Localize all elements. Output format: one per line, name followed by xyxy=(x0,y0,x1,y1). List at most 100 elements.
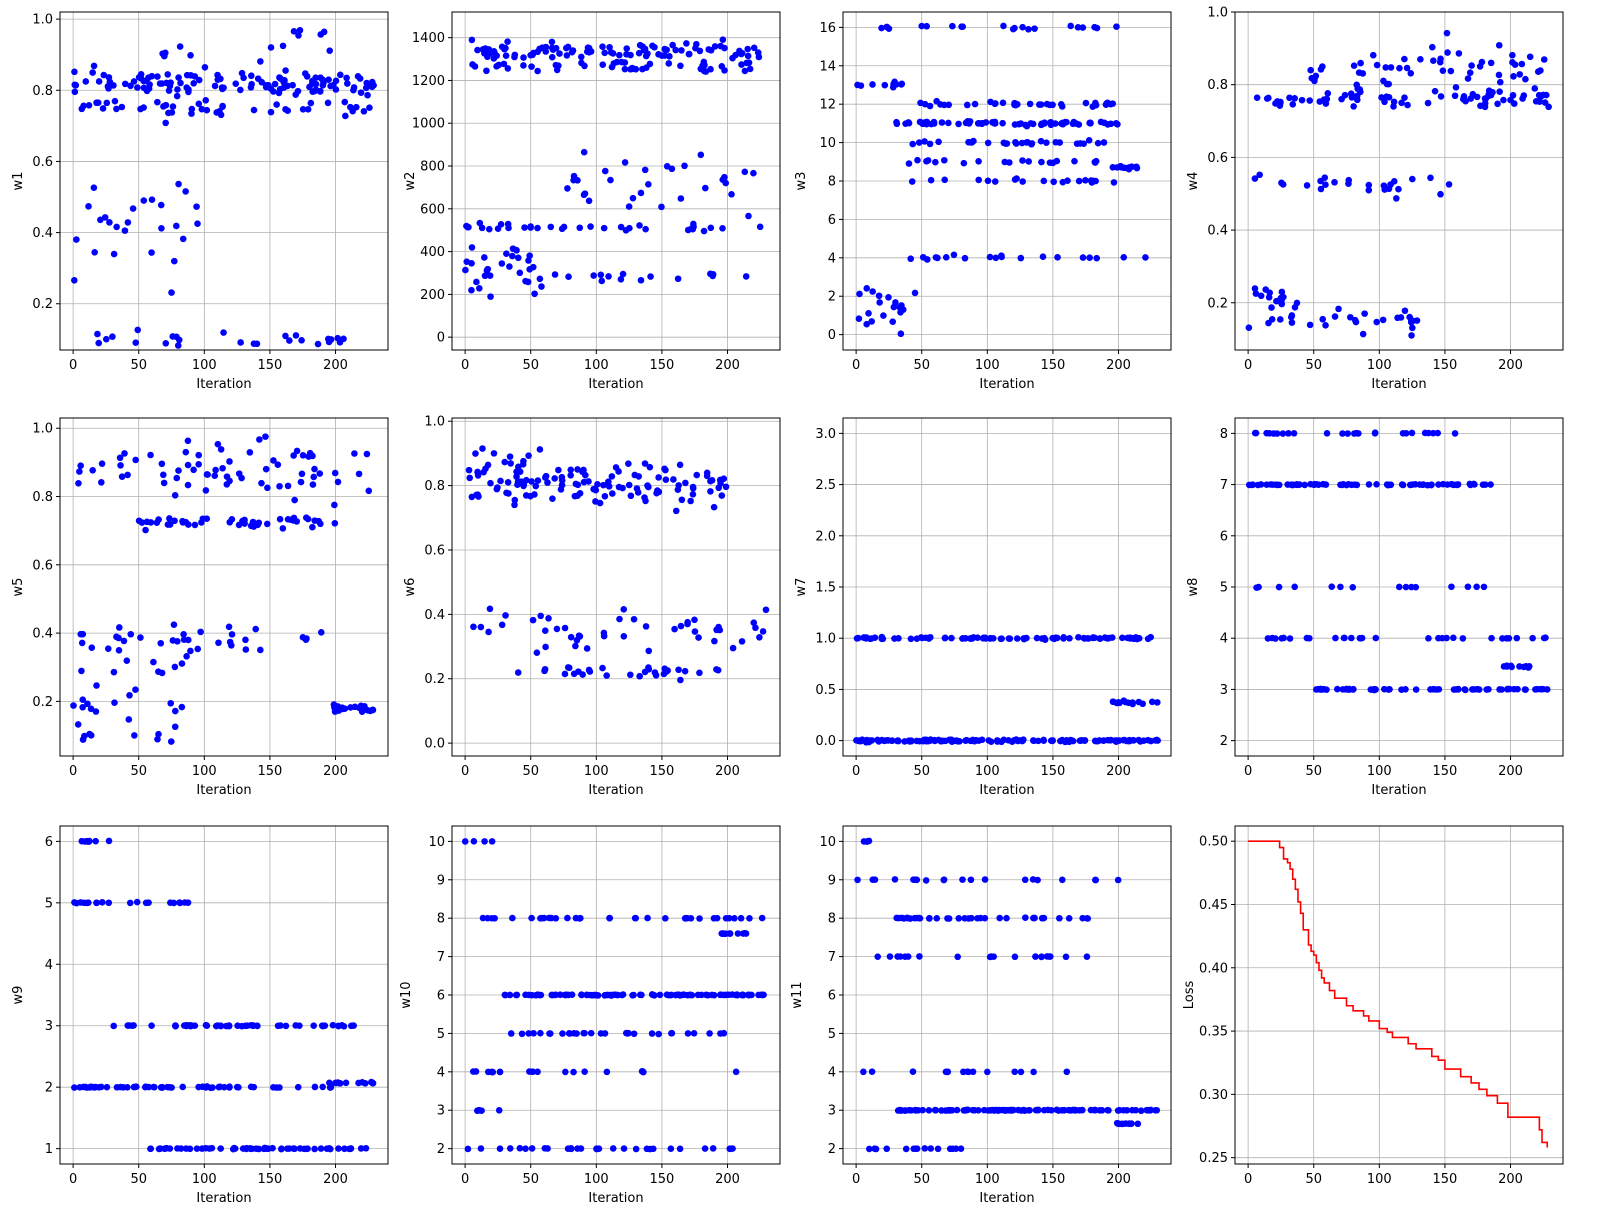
data-point xyxy=(483,67,490,75)
data-point xyxy=(511,51,519,59)
data-point xyxy=(282,332,289,340)
data-point xyxy=(493,62,500,70)
data-point xyxy=(528,478,535,485)
data-point xyxy=(897,953,904,960)
plot-data xyxy=(1245,29,1552,339)
data-point xyxy=(172,1022,179,1029)
data-point xyxy=(215,639,222,647)
data-point xyxy=(91,248,98,256)
data-point xyxy=(158,1083,166,1091)
data-point xyxy=(1133,163,1140,171)
data-point xyxy=(953,1106,961,1114)
data-point xyxy=(183,652,190,660)
data-point xyxy=(1437,190,1444,198)
data-point xyxy=(506,453,514,460)
data-point xyxy=(216,1083,223,1091)
data-point xyxy=(926,914,933,922)
data-point xyxy=(203,1022,211,1029)
data-point xyxy=(361,1080,369,1087)
y-tick-label: 1000 xyxy=(412,117,445,132)
data-point xyxy=(625,203,633,210)
data-point xyxy=(701,184,709,192)
data-point xyxy=(104,645,112,653)
data-point xyxy=(486,605,494,613)
x-tick-label: 200 xyxy=(715,764,740,779)
data-point xyxy=(623,45,631,52)
data-point xyxy=(309,481,317,488)
data-point xyxy=(978,120,986,128)
data-point xyxy=(674,275,682,283)
data-point xyxy=(1303,182,1311,189)
x-tick-label: 50 xyxy=(522,358,539,373)
data-point xyxy=(284,482,292,490)
data-point xyxy=(536,446,544,453)
data-point xyxy=(1132,1106,1140,1114)
data-point xyxy=(860,1068,867,1076)
data-point xyxy=(138,519,146,526)
data-point xyxy=(762,606,770,614)
data-point xyxy=(903,914,911,922)
data-point xyxy=(226,458,233,465)
data-point xyxy=(618,58,626,66)
data-point xyxy=(121,80,129,88)
data-point xyxy=(1248,481,1256,489)
data-point xyxy=(888,737,896,744)
data-point xyxy=(1266,289,1274,297)
data-point xyxy=(965,1068,972,1076)
data-point xyxy=(179,1083,187,1091)
data-point xyxy=(1537,685,1545,693)
data-point xyxy=(1349,584,1357,591)
y-tick-label: 2 xyxy=(45,1081,53,1096)
data-point xyxy=(1531,85,1539,92)
data-point xyxy=(219,464,226,472)
data-point xyxy=(1510,685,1518,693)
data-point xyxy=(1013,635,1021,642)
data-point xyxy=(731,915,738,922)
data-point xyxy=(737,914,745,922)
data-point xyxy=(938,119,946,126)
data-point xyxy=(1059,178,1067,186)
data-point xyxy=(562,991,569,999)
y-tick-label: 8 xyxy=(1220,427,1228,442)
data-point xyxy=(994,738,1001,745)
data-point xyxy=(739,930,747,937)
x-tick-label: 200 xyxy=(1498,358,1523,373)
data-point xyxy=(514,669,522,676)
data-point xyxy=(655,1030,662,1038)
data-point xyxy=(601,49,608,57)
data-point xyxy=(555,466,562,474)
data-point xyxy=(1139,700,1146,708)
data-point xyxy=(1032,953,1039,960)
data-point xyxy=(968,635,976,642)
y-tick-label: 0.25 xyxy=(1199,1151,1228,1166)
data-point xyxy=(1119,634,1126,642)
data-point xyxy=(100,71,108,79)
data-point xyxy=(292,1022,300,1029)
data-point xyxy=(633,485,641,492)
data-point xyxy=(620,1145,628,1152)
data-point xyxy=(617,276,625,283)
data-point xyxy=(1427,174,1434,182)
data-point xyxy=(1104,736,1112,744)
data-point xyxy=(675,666,682,674)
data-point xyxy=(536,275,544,283)
data-point xyxy=(1032,1106,1040,1114)
data-point xyxy=(155,668,162,676)
data-point xyxy=(935,138,942,146)
data-point xyxy=(228,642,235,649)
data-point xyxy=(167,699,175,707)
data-point xyxy=(564,43,572,51)
x-tick-label: 200 xyxy=(1498,1172,1523,1187)
data-point xyxy=(864,838,871,845)
data-point xyxy=(863,320,870,328)
data-point xyxy=(225,1022,233,1029)
data-point xyxy=(530,49,537,57)
data-point xyxy=(70,277,78,284)
data-point xyxy=(564,914,571,922)
subplot-2: 0 50 100 150 2000200400600800100012001400Ite… xyxy=(403,11,781,392)
data-point xyxy=(105,85,112,92)
data-point xyxy=(684,620,691,628)
data-point xyxy=(1279,181,1287,188)
